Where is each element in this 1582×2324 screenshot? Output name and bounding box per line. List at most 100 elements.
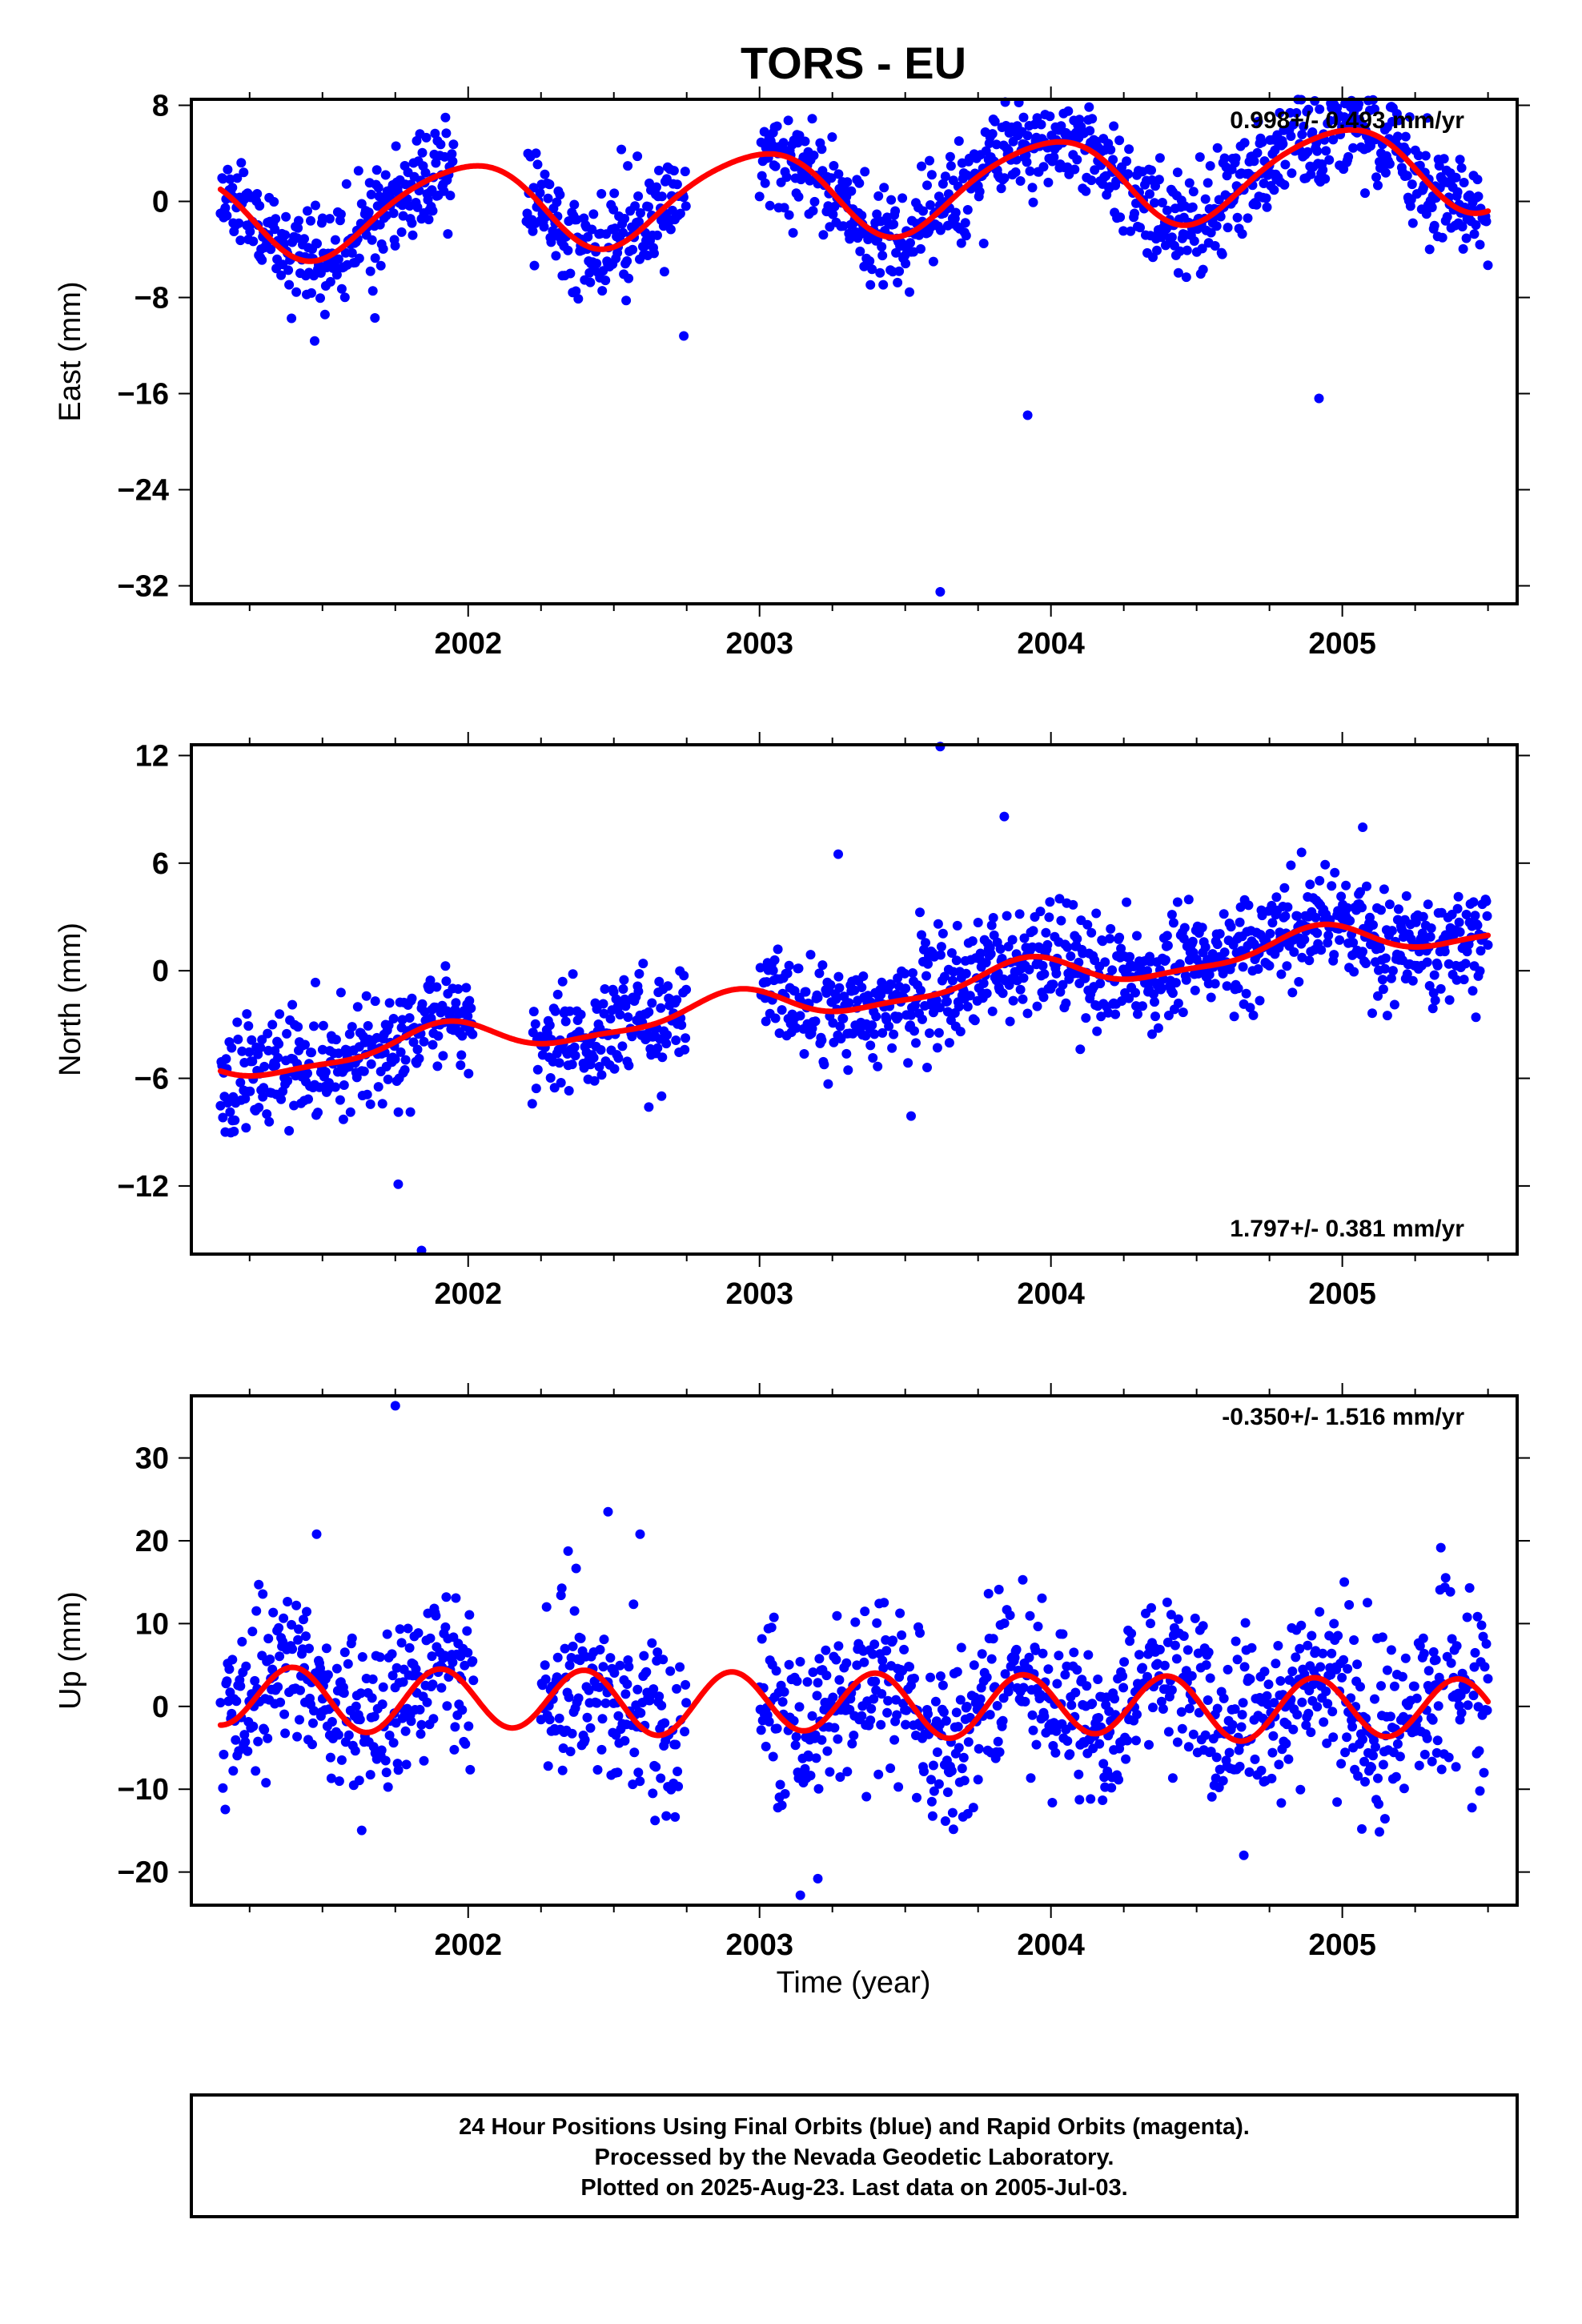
data-point	[1030, 1645, 1041, 1655]
data-point	[1327, 1707, 1338, 1717]
data-point	[528, 226, 538, 236]
data-point	[869, 1029, 880, 1039]
data-point	[1464, 1582, 1475, 1593]
data-point	[438, 1051, 448, 1061]
data-point	[241, 1123, 251, 1133]
data-point	[628, 244, 638, 255]
data-point	[926, 1775, 936, 1785]
data-point	[982, 1672, 992, 1683]
data-point	[1159, 1660, 1170, 1671]
data-point	[276, 1094, 287, 1104]
data-point	[1219, 1693, 1229, 1703]
data-point	[1130, 208, 1139, 219]
data-point	[304, 1643, 314, 1654]
data-point	[375, 1652, 385, 1663]
y-tick-label: 30	[135, 1442, 169, 1476]
data-point	[404, 1642, 415, 1653]
data-point	[1054, 1651, 1064, 1661]
data-point	[986, 920, 997, 931]
data-point	[1174, 959, 1185, 969]
data-point	[276, 270, 287, 280]
data-point	[1297, 952, 1307, 963]
data-point	[1446, 1658, 1456, 1668]
data-point	[1328, 1732, 1339, 1743]
y-tick-label: 20	[135, 1525, 169, 1558]
data-point	[1291, 1652, 1301, 1663]
data-point	[909, 1026, 919, 1036]
data-point	[812, 1691, 822, 1701]
data-point	[1094, 1713, 1104, 1723]
data-point	[1318, 1648, 1328, 1659]
data-point	[791, 1023, 801, 1033]
data-point	[1205, 1673, 1215, 1683]
data-point	[1126, 1628, 1137, 1638]
data-point	[397, 1015, 408, 1025]
data-point	[1062, 942, 1073, 952]
data-point	[1205, 161, 1215, 171]
data-point	[962, 1002, 973, 1011]
data-point	[390, 240, 400, 251]
data-point	[352, 1002, 363, 1012]
data-point	[1481, 216, 1492, 227]
data-point	[877, 1655, 888, 1666]
data-point	[886, 195, 897, 205]
data-point	[387, 1671, 398, 1681]
data-point	[784, 960, 794, 971]
data-point	[406, 1716, 416, 1727]
data-point	[634, 969, 644, 979]
data-point	[1253, 116, 1263, 127]
data-point	[383, 1020, 394, 1031]
data-point	[347, 1022, 357, 1032]
data-point	[1444, 995, 1455, 1005]
data-point	[951, 1707, 962, 1718]
data-point	[284, 279, 295, 290]
data-point	[1072, 1665, 1082, 1675]
data-point	[847, 1739, 857, 1749]
data-point	[946, 1766, 957, 1776]
data-point	[1474, 1746, 1484, 1756]
data-point	[778, 138, 789, 148]
data-point	[647, 1638, 657, 1648]
data-point	[1286, 131, 1296, 141]
data-point	[1178, 1007, 1188, 1018]
data-point	[788, 227, 798, 238]
data-point	[600, 984, 610, 994]
data-point	[1360, 188, 1370, 199]
data-point	[1376, 1681, 1386, 1691]
data-point	[1304, 955, 1315, 966]
data-point	[1455, 927, 1465, 937]
data-point	[1409, 1681, 1419, 1691]
data-point	[982, 988, 992, 999]
data-point	[867, 1020, 877, 1031]
data-point	[320, 1067, 331, 1077]
data-point	[357, 1652, 367, 1662]
data-point	[1340, 1747, 1351, 1758]
data-point	[959, 1775, 970, 1786]
outlier-point	[813, 1873, 823, 1884]
data-point	[1468, 897, 1479, 907]
data-point	[1423, 1666, 1434, 1676]
data-point	[600, 1698, 611, 1708]
data-point	[680, 1044, 690, 1055]
data-point	[412, 202, 423, 212]
data-point	[829, 202, 840, 211]
data-point	[600, 275, 611, 286]
data-point	[281, 211, 291, 222]
data-point	[1210, 241, 1220, 251]
data-point	[309, 1706, 319, 1716]
data-point	[990, 116, 1000, 127]
data-point	[324, 214, 335, 224]
data-point	[1015, 176, 1026, 186]
data-point	[1436, 1764, 1447, 1775]
data-point	[901, 259, 911, 269]
data-point	[1138, 1001, 1147, 1011]
data-point	[1212, 1703, 1223, 1714]
data-point	[535, 187, 545, 198]
data-point	[876, 1719, 886, 1730]
data-point	[1440, 1573, 1451, 1583]
data-point	[826, 173, 837, 183]
data-point	[403, 1623, 413, 1634]
data-point	[1384, 899, 1395, 910]
data-point	[367, 1693, 377, 1703]
data-point	[1355, 1682, 1365, 1692]
